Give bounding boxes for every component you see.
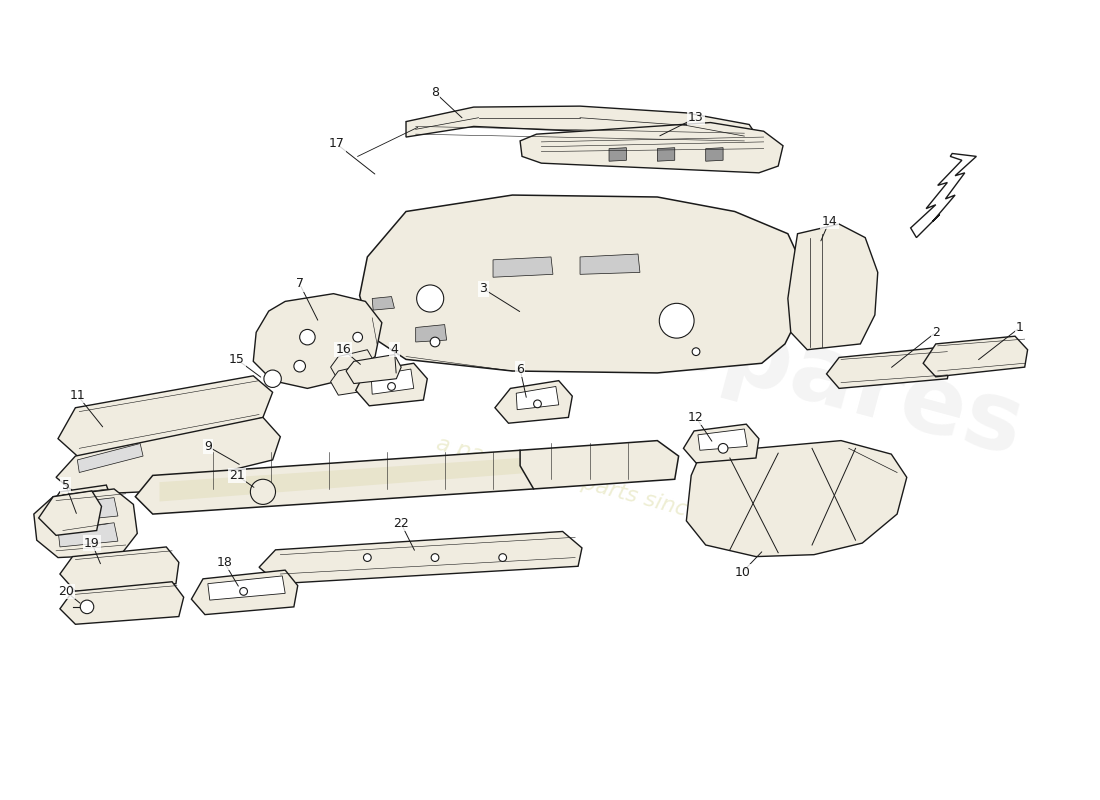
Polygon shape — [260, 531, 582, 584]
Circle shape — [240, 587, 248, 595]
Polygon shape — [658, 148, 674, 162]
Polygon shape — [826, 348, 950, 388]
Polygon shape — [493, 257, 553, 278]
Circle shape — [387, 382, 395, 390]
Circle shape — [264, 370, 282, 387]
Circle shape — [363, 554, 371, 562]
Circle shape — [417, 285, 443, 312]
Text: 21: 21 — [229, 469, 244, 482]
Text: 4: 4 — [390, 343, 398, 356]
Polygon shape — [34, 489, 138, 558]
Text: 15: 15 — [229, 353, 245, 366]
Polygon shape — [160, 458, 534, 502]
Polygon shape — [191, 570, 298, 614]
Text: 16: 16 — [336, 343, 351, 356]
Polygon shape — [923, 336, 1027, 377]
Text: a passion for parts since 1985: a passion for parts since 1985 — [434, 434, 764, 540]
Circle shape — [80, 600, 94, 614]
Polygon shape — [39, 491, 101, 535]
Polygon shape — [208, 576, 285, 600]
Polygon shape — [58, 376, 273, 456]
Polygon shape — [253, 294, 382, 388]
Polygon shape — [706, 148, 723, 162]
Text: 14: 14 — [822, 214, 837, 228]
Polygon shape — [355, 363, 427, 406]
Polygon shape — [360, 195, 804, 373]
Text: 6: 6 — [516, 362, 524, 375]
Text: 3: 3 — [480, 282, 487, 295]
Text: 19: 19 — [84, 537, 100, 550]
Polygon shape — [609, 148, 626, 162]
Circle shape — [294, 360, 306, 372]
Polygon shape — [495, 381, 572, 423]
Circle shape — [659, 303, 694, 338]
Circle shape — [431, 554, 439, 562]
Text: eurospares: eurospares — [416, 227, 1034, 476]
Polygon shape — [77, 443, 143, 473]
Polygon shape — [788, 224, 878, 350]
Circle shape — [718, 443, 728, 453]
Polygon shape — [59, 582, 184, 624]
Polygon shape — [698, 429, 747, 450]
Polygon shape — [56, 418, 280, 494]
Circle shape — [353, 332, 363, 342]
Polygon shape — [683, 424, 759, 463]
Text: 5: 5 — [62, 478, 69, 491]
Text: 22: 22 — [394, 518, 409, 530]
Polygon shape — [520, 122, 783, 173]
Polygon shape — [371, 369, 414, 394]
Circle shape — [498, 554, 507, 562]
Text: 1: 1 — [1016, 321, 1024, 334]
Text: 17: 17 — [329, 138, 344, 150]
Polygon shape — [686, 441, 906, 557]
Polygon shape — [58, 522, 118, 547]
Polygon shape — [331, 364, 375, 395]
Polygon shape — [516, 386, 559, 410]
Polygon shape — [346, 354, 402, 383]
Circle shape — [534, 400, 541, 408]
Text: 13: 13 — [689, 111, 704, 124]
Polygon shape — [59, 547, 179, 591]
Polygon shape — [520, 441, 679, 489]
Polygon shape — [44, 485, 114, 535]
Text: 20: 20 — [58, 585, 74, 598]
Polygon shape — [372, 297, 395, 310]
Text: 7: 7 — [296, 278, 304, 290]
Text: 11: 11 — [69, 389, 85, 402]
Circle shape — [299, 330, 315, 345]
Polygon shape — [580, 254, 640, 274]
Text: 2: 2 — [932, 326, 939, 339]
Polygon shape — [135, 450, 539, 514]
Circle shape — [692, 348, 700, 355]
Circle shape — [430, 337, 440, 347]
Text: 8: 8 — [431, 86, 439, 99]
Circle shape — [251, 479, 275, 505]
Polygon shape — [331, 350, 375, 381]
Text: 18: 18 — [217, 556, 232, 569]
Text: 12: 12 — [689, 411, 704, 424]
Text: 9: 9 — [204, 440, 212, 453]
Polygon shape — [406, 106, 759, 150]
Polygon shape — [416, 325, 447, 342]
Polygon shape — [58, 498, 118, 522]
Text: 10: 10 — [735, 566, 750, 578]
